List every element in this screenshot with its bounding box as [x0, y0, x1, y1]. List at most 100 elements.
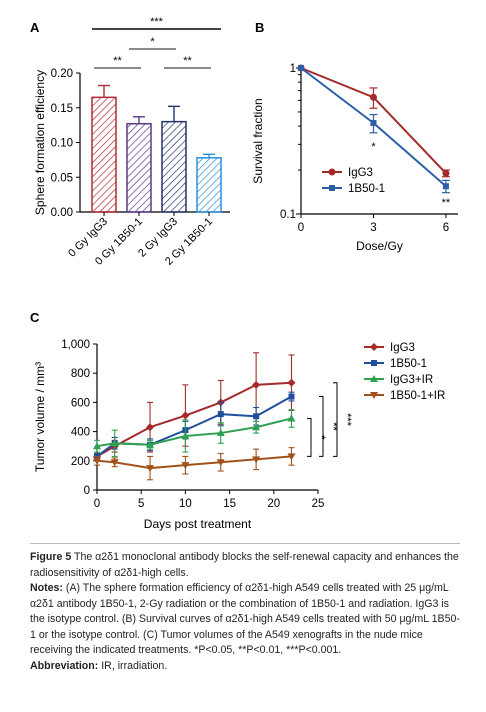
- significance-bracket-c: [333, 382, 338, 457]
- x-tick-label-c: 5: [138, 498, 144, 510]
- legend-label-c: 1B50-1+IR: [390, 390, 445, 402]
- x-tick-label-b: 6: [443, 222, 449, 234]
- bar: [161, 120, 187, 213]
- data-point-c: [252, 423, 261, 431]
- legend-label-c: IgG3+IR: [390, 374, 433, 386]
- y-tick-label-a: 0.15: [51, 103, 73, 115]
- legend-marker-b: [329, 185, 335, 191]
- notes-text: (A) The sphere formation efficiency of α…: [30, 582, 460, 656]
- legend-label-c: IgG3: [390, 342, 415, 354]
- data-point-c: [93, 457, 101, 465]
- data-point-c: [252, 380, 261, 389]
- y-tick-label-a: 0.20: [51, 68, 73, 80]
- data-point-c: [287, 453, 296, 461]
- bar: [196, 157, 222, 213]
- panel-label-a: A: [30, 20, 40, 35]
- panel-b-survival-chart: B 0.1 1 0 3 6 Dose/Gy Survival fraction IgG3 1B50…: [251, 20, 458, 253]
- y-axis-label-c: Tumor volume / mm³: [33, 362, 47, 472]
- figure-caption: Figure 5 The α2δ1 monoclonal antibody bl…: [30, 550, 460, 674]
- significance-label: **: [113, 55, 122, 67]
- y-tick-label-c: 200: [71, 456, 90, 468]
- panel-a-sphere-formation-chart: A 0.00 0.05 0.10 0.15 0.20 Sphere formation ef…: [30, 16, 230, 268]
- legend-label-b: 1B50-1: [348, 183, 385, 195]
- significance-label-b: **: [442, 197, 451, 209]
- y-tick-label-a: 0.05: [51, 172, 73, 184]
- y-axis-label-a: Sphere formation efficiency: [33, 70, 47, 215]
- legend-marker-b: [328, 168, 336, 176]
- series-line-c: [96, 455, 292, 470]
- legend-marker-c: [370, 375, 378, 382]
- significance-label: *: [150, 36, 155, 48]
- series-line-c: [96, 417, 292, 448]
- panel-label-c: C: [30, 310, 40, 325]
- legend-label-b: IgG3: [348, 167, 373, 179]
- significance-label-c: **: [327, 422, 339, 431]
- data-point-c: [181, 462, 190, 470]
- x-axis-label-b: Dose/Gy: [356, 239, 403, 253]
- figure-title: The α2δ1 monoclonal antibody blocks the …: [30, 551, 459, 579]
- data-point-c: [288, 393, 295, 400]
- data-point-b: [442, 169, 450, 177]
- data-point-c: [146, 465, 155, 473]
- data-point-c: [181, 411, 190, 420]
- legend-label-c: 1B50-1: [390, 358, 427, 370]
- y-tick-label-a: 0.10: [51, 138, 73, 150]
- data-point-b: [369, 93, 377, 101]
- data-point-c: [287, 378, 296, 387]
- data-point-c: [110, 459, 119, 467]
- x-tick-label-c: 10: [179, 498, 192, 510]
- significance-bracket-c: [307, 417, 312, 457]
- caption-title-line: Figure 5 The α2δ1 monoclonal antibody bl…: [30, 550, 460, 581]
- x-tick-label-b: 3: [370, 222, 376, 234]
- legend-marker-c: [370, 343, 378, 351]
- notes-label: Notes:: [30, 582, 63, 594]
- y-tick-label-c: 1,000: [61, 339, 90, 351]
- significance-label: **: [183, 55, 192, 67]
- bar: [126, 122, 152, 213]
- data-point-c: [146, 440, 155, 448]
- x-tick-label-c: 25: [312, 498, 325, 510]
- data-point-c: [146, 423, 155, 432]
- abbreviation-text: IR, irradiation.: [98, 659, 168, 672]
- significance-label-c: ***: [341, 413, 353, 427]
- caption-notes: Notes: (A) The sphere formation efficien…: [30, 581, 460, 659]
- series-line-c: [96, 381, 292, 458]
- significance-label: ***: [150, 16, 164, 28]
- significance-label-c: *: [315, 435, 327, 440]
- panel-label-b: B: [255, 20, 264, 35]
- figure-label: Figure 5: [30, 551, 72, 563]
- data-point-c: [287, 414, 296, 422]
- x-axis-label-c: Days post treatment: [144, 517, 252, 531]
- y-tick-label-c: 0: [84, 485, 90, 497]
- caption-abbreviation: Abbreviation: IR, irradiation.: [30, 659, 460, 675]
- x-tick-label-c: 20: [267, 498, 280, 510]
- y-axis-label-b: Survival fraction: [251, 98, 265, 183]
- y-tick-label-c: 800: [71, 368, 90, 380]
- x-tick-label-c: 0: [94, 498, 100, 510]
- x-tick-label-c: 15: [223, 498, 236, 510]
- data-point-c: [216, 429, 225, 437]
- legend-marker-c: [371, 360, 377, 366]
- legend-marker-c: [370, 392, 378, 399]
- data-point-c: [252, 456, 261, 464]
- significance-label-b: *: [371, 141, 376, 153]
- y-tick-label-b: 1: [290, 63, 296, 75]
- data-point-c: [253, 413, 260, 420]
- data-point-c: [110, 439, 119, 447]
- data-point-b: [370, 120, 377, 127]
- data-point-c: [181, 431, 190, 439]
- caption-rule: [30, 543, 460, 544]
- data-point-b: [298, 65, 304, 71]
- y-tick-label-c: 400: [71, 427, 90, 439]
- data-point-c: [93, 442, 101, 450]
- data-point-b: [442, 183, 449, 190]
- y-tick-label-a: 0.00: [51, 207, 73, 219]
- panel-c-tumor-volume-chart: C 0 200 400 600 800 1,000 0 5 10 15 20 25 Days post t…: [30, 310, 445, 531]
- y-tick-label-b: 0.1: [280, 209, 296, 221]
- y-tick-label-c: 600: [71, 397, 90, 409]
- bar: [91, 96, 117, 213]
- significance-bracket-c: [319, 396, 324, 457]
- x-tick-label-b: 0: [298, 222, 304, 234]
- data-point-c: [217, 411, 224, 418]
